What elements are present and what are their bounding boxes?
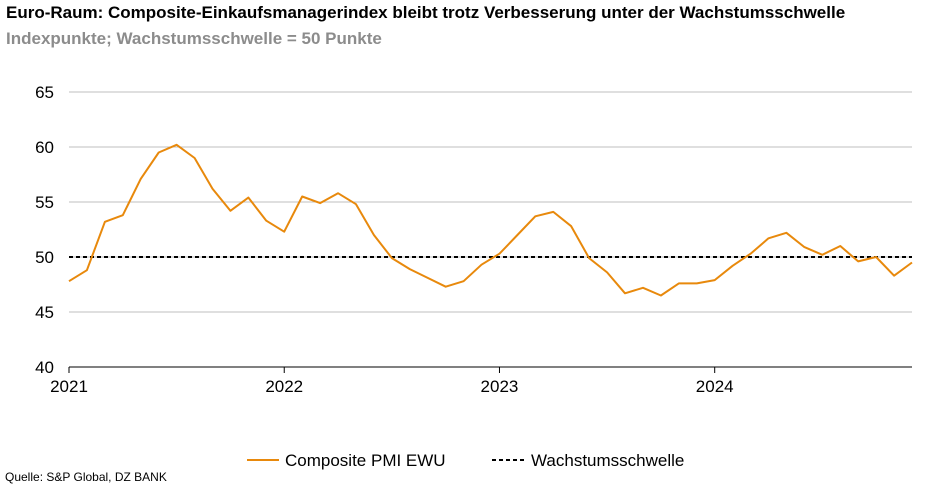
y-tick-label: 45	[35, 303, 54, 322]
x-tick-label: 2022	[265, 377, 303, 396]
legend: Composite PMI EWU Wachstumsschwelle	[247, 451, 684, 470]
pmi-series-line	[68, 143, 913, 297]
chart-title: Euro-Raum: Composite-Einkaufsmanagerinde…	[6, 3, 846, 22]
chart-subtitle: Indexpunkte; Wachstumsschwelle = 50 Punk…	[6, 29, 382, 48]
y-tick-label: 40	[35, 358, 54, 377]
gridlines	[69, 91, 912, 368]
x-tick-label: 2021	[50, 377, 88, 396]
source-note: Quelle: S&P Global, DZ BANK	[5, 470, 167, 484]
y-tick-label: 65	[35, 83, 54, 102]
y-tick-label: 60	[35, 138, 54, 157]
x-tick-label: 2024	[696, 377, 734, 396]
x-axis-ticks: 2021 2022 2023 2024	[50, 367, 734, 396]
y-tick-label: 50	[35, 248, 54, 267]
series-layer	[68, 143, 913, 297]
legend-label-pmi: Composite PMI EWU	[285, 451, 446, 470]
x-tick-label: 2023	[481, 377, 519, 396]
y-axis-ticks: 40 45 50 55 60 65	[35, 83, 54, 377]
y-tick-label: 55	[35, 193, 54, 212]
legend-label-threshold: Wachstumsschwelle	[531, 451, 684, 470]
